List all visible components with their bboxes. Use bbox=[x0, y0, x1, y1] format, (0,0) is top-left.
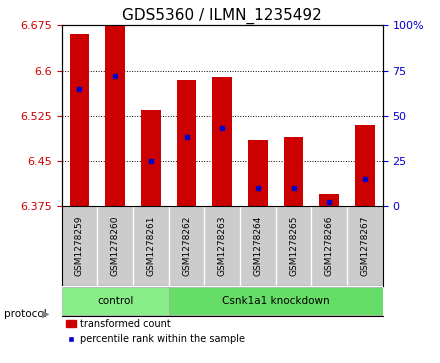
Text: GSM1278264: GSM1278264 bbox=[253, 216, 262, 276]
Text: GSM1278267: GSM1278267 bbox=[360, 216, 370, 276]
Text: GSM1278260: GSM1278260 bbox=[110, 216, 120, 276]
Text: control: control bbox=[97, 296, 133, 306]
Text: GSM1278262: GSM1278262 bbox=[182, 216, 191, 276]
Title: GDS5360 / ILMN_1235492: GDS5360 / ILMN_1235492 bbox=[122, 8, 322, 24]
Bar bbox=[284, 136, 304, 206]
Text: ▶: ▶ bbox=[42, 309, 49, 319]
Bar bbox=[319, 194, 339, 206]
Bar bbox=[355, 125, 375, 206]
Text: GSM1278261: GSM1278261 bbox=[147, 216, 155, 276]
Bar bbox=[105, 25, 125, 206]
Text: Csnk1a1 knockdown: Csnk1a1 knockdown bbox=[222, 296, 330, 306]
Bar bbox=[141, 110, 161, 206]
Bar bbox=[169, 287, 383, 314]
Text: protocol: protocol bbox=[4, 309, 47, 319]
Text: GSM1278265: GSM1278265 bbox=[289, 216, 298, 276]
Bar bbox=[70, 34, 89, 206]
Bar bbox=[62, 287, 169, 314]
Bar bbox=[213, 77, 232, 206]
Bar bbox=[177, 79, 196, 206]
Text: GSM1278259: GSM1278259 bbox=[75, 216, 84, 276]
Bar bbox=[248, 140, 268, 206]
Text: GSM1278266: GSM1278266 bbox=[325, 216, 334, 276]
Legend: transformed count, percentile rank within the sample: transformed count, percentile rank withi… bbox=[66, 319, 245, 344]
Text: GSM1278263: GSM1278263 bbox=[218, 216, 227, 276]
